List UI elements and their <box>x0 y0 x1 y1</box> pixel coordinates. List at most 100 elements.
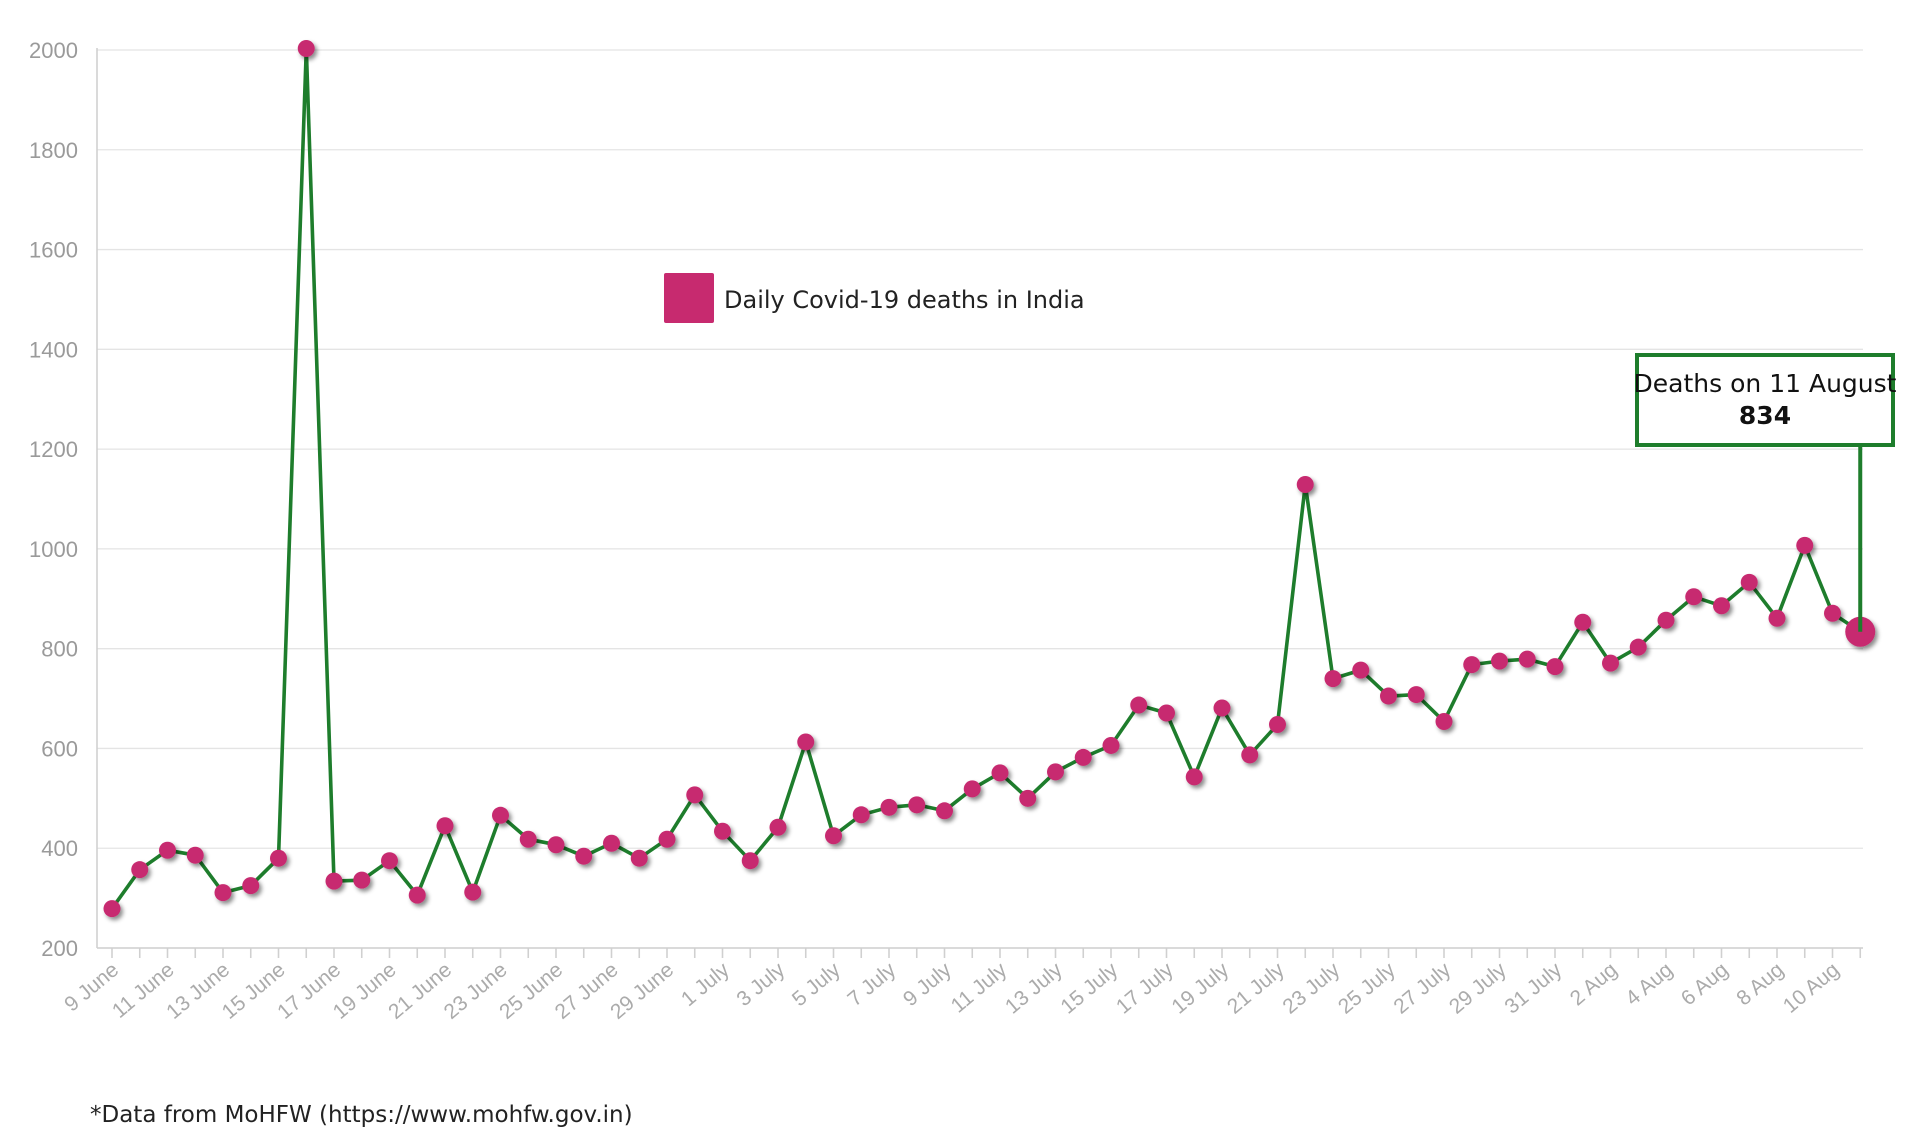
data-point <box>1102 736 1120 754</box>
x-tick-label: 31 July <box>1500 958 1566 1019</box>
data-point <box>630 849 648 867</box>
data-point <box>1740 573 1758 591</box>
x-tick-label: 1 July <box>677 958 734 1011</box>
data-point <box>825 827 842 845</box>
legend-label: Daily Covid-19 deaths in India <box>724 286 1085 314</box>
x-tick-label: 29 July <box>1445 958 1511 1019</box>
data-point <box>547 836 565 854</box>
data-point <box>1463 656 1481 674</box>
axes: 200 400 600 800 1000 1200 1400 1600 1800 2000 9 Ju… <box>29 38 1863 1024</box>
y-tick-label: 1400 <box>29 337 78 362</box>
data-point <box>436 817 454 835</box>
data-point <box>353 871 371 889</box>
x-tick-label: 17 July <box>1112 958 1178 1019</box>
data-point <box>1768 609 1786 627</box>
x-tick-label: 29 June <box>606 958 678 1024</box>
x-tick-label: 5 July <box>788 958 845 1011</box>
data-point <box>492 806 509 824</box>
data-point <box>131 861 149 879</box>
annotation-callout: Deaths on 11 August 834 <box>1634 353 1897 632</box>
data-point <box>1407 686 1425 704</box>
data-point <box>1074 748 1092 766</box>
data-point <box>1602 654 1619 672</box>
x-tick-label: 13 July <box>1001 958 1067 1019</box>
annotation-box <box>1635 353 1895 447</box>
series-line <box>110 46 1862 910</box>
data-point <box>1130 696 1148 714</box>
x-tick-label: 3 July <box>732 958 789 1011</box>
data-point <box>1629 638 1647 656</box>
data-point <box>1574 613 1592 631</box>
data-point <box>1546 658 1564 676</box>
x-tick-label: 21 July <box>1223 958 1289 1019</box>
data-point <box>297 40 315 58</box>
data-point <box>1796 536 1814 554</box>
x-tick-label: 27 July <box>1389 958 1455 1019</box>
data-point <box>575 847 593 865</box>
data-point <box>1158 704 1175 722</box>
legend: Daily Covid-19 deaths in India <box>664 273 1085 323</box>
x-tick-label: 15 July <box>1056 958 1122 1019</box>
x-tick-label: 9 July <box>899 958 956 1011</box>
data-point <box>1380 687 1397 705</box>
data-point <box>908 796 926 814</box>
data-point <box>603 834 620 852</box>
data-point <box>159 841 176 859</box>
data-point <box>519 830 537 848</box>
data-point <box>408 886 426 904</box>
data-point <box>214 884 232 902</box>
data-point <box>852 806 870 824</box>
y-tick-label: 800 <box>41 637 78 662</box>
data-point <box>797 733 815 751</box>
data-point <box>464 883 482 901</box>
data-point <box>242 877 260 895</box>
x-tick-label: 19 July <box>1167 958 1233 1019</box>
x-tick-label: 23 July <box>1278 958 1344 1019</box>
annotation-value: 834 <box>1739 401 1791 430</box>
data-point <box>1491 652 1508 670</box>
x-tick-label: 7 July <box>843 958 900 1011</box>
data-point <box>880 798 898 816</box>
data-point <box>103 900 121 918</box>
data-point <box>325 872 343 890</box>
data-point <box>1352 661 1370 679</box>
data-point <box>1324 670 1342 688</box>
data-source-footnote: *Data from MoHFW (https://www.mohfw.gov.… <box>90 1102 633 1128</box>
x-tick-label: 25 July <box>1334 958 1400 1019</box>
y-tick-label: 1800 <box>29 138 78 163</box>
data-point <box>658 830 676 848</box>
data-point <box>1213 699 1231 717</box>
data-point <box>963 780 981 798</box>
data-point <box>381 852 398 870</box>
x-tick-label: 2 Aug <box>1566 958 1622 1010</box>
grid-lines <box>97 49 1863 949</box>
x-tick-label: 11 July <box>947 958 1012 1018</box>
data-point <box>1435 713 1453 731</box>
data-point <box>270 849 287 867</box>
data-point <box>1713 597 1730 615</box>
data-point <box>1269 715 1286 733</box>
y-tick-label: 1200 <box>29 437 78 462</box>
series-line-path <box>110 46 1862 910</box>
data-point <box>936 802 953 820</box>
data-markers <box>103 40 1876 918</box>
data-point <box>1296 476 1314 494</box>
data-point <box>1824 604 1841 622</box>
data-point <box>1241 746 1259 764</box>
x-tick-label: 4 Aug <box>1621 958 1677 1010</box>
data-point <box>714 822 731 840</box>
x-tick-label: 6 Aug <box>1677 958 1733 1010</box>
data-point <box>1657 611 1675 629</box>
y-tick-label: 200 <box>41 936 78 961</box>
data-point <box>1019 789 1037 807</box>
legend-swatch <box>664 273 714 323</box>
annotation-title: Deaths on 11 August <box>1634 369 1897 398</box>
x-tick-label: 10 Aug <box>1779 958 1844 1018</box>
y-tick-label: 600 <box>41 736 78 761</box>
data-point <box>1685 588 1703 606</box>
data-point <box>1185 768 1203 786</box>
y-tick-label: 2000 <box>29 38 78 63</box>
data-point <box>741 852 759 870</box>
data-point <box>1518 650 1536 668</box>
